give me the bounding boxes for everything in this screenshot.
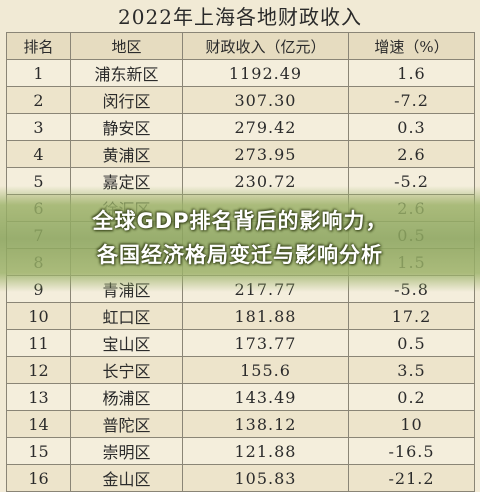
cell-district: 杨浦区 [70,383,183,411]
cell-rank: 13 [6,383,71,411]
headline-line-2: 各国经济格局变迁与影响分析 [97,243,383,267]
cell-rank: 3 [6,113,71,141]
cell-rank: 16 [6,464,71,492]
headline-line-1: 全球GDP排名背后的影响力， [92,209,388,233]
cell-growth: 3.5 [348,356,475,384]
cell-growth: -16.5 [348,437,475,465]
cell-district: 黄浦区 [70,140,183,168]
cell-growth: 0.2 [348,383,475,411]
cell-revenue: 181.88 [182,302,349,330]
cell-district: 宝山区 [70,329,183,357]
cell-growth: 17.2 [348,302,475,330]
cell-growth: 1.6 [348,59,475,87]
cell-district: 虹口区 [70,302,183,330]
document-title: 2022年上海各地财政收入 [118,5,362,29]
cell-district: 普陀区 [70,410,183,438]
cell-district: 浦东新区 [70,59,183,87]
cell-growth: 10 [348,410,475,438]
cell-district: 闵行区 [70,86,183,114]
cell-rank: 10 [6,302,71,330]
cell-district: 长宁区 [70,356,183,384]
table-row: 2 闵行区 307.30 -7.2 [6,86,475,114]
header-district: 地区 [70,32,183,60]
cell-district: 崇明区 [70,437,183,465]
cell-revenue: 173.77 [182,329,349,357]
table-row: 14 普陀区 138.12 10 [6,410,475,438]
header-revenue: 财政收入（亿元） [182,32,349,60]
cell-rank: 4 [6,140,71,168]
cell-rank: 14 [6,410,71,438]
cell-revenue: 279.42 [182,113,349,141]
cell-rank: 2 [6,86,71,114]
cell-rank: 12 [6,356,71,384]
cell-growth: 2.6 [348,140,475,168]
table-row: 1 浦东新区 1192.49 1.6 [6,59,475,87]
cell-growth: 0.5 [348,329,475,357]
table-row: 13 杨浦区 143.49 0.2 [6,383,475,411]
table-row: 16 金山区 105.83 -21.2 [6,464,475,492]
cell-revenue: 121.88 [182,437,349,465]
cell-district: 静安区 [70,113,183,141]
table-row: 10 虹口区 181.88 17.2 [6,302,475,330]
cell-revenue: 1192.49 [182,59,349,87]
table-row: 12 长宁区 155.6 3.5 [6,356,475,384]
cell-district: 金山区 [70,464,183,492]
cell-revenue: 273.95 [182,140,349,168]
cell-revenue: 155.6 [182,356,349,384]
cell-revenue: 105.83 [182,464,349,492]
cell-revenue: 143.49 [182,383,349,411]
table-row: 11 宝山区 173.77 0.5 [6,329,475,357]
cell-rank: 11 [6,329,71,357]
cell-revenue: 307.30 [182,86,349,114]
table-row: 4 黄浦区 273.95 2.6 [6,140,475,168]
table-header-row: 排名 地区 财政收入（亿元） 增速（%） [6,32,475,60]
cell-growth: -7.2 [348,86,475,114]
cell-growth: -21.2 [348,464,475,492]
cell-revenue: 138.12 [182,410,349,438]
table-row: 3 静安区 279.42 0.3 [6,113,475,141]
cell-growth: 0.3 [348,113,475,141]
header-growth: 增速（%） [348,32,475,60]
cell-rank: 15 [6,437,71,465]
headline-banner [0,186,480,292]
cell-rank: 1 [6,59,71,87]
header-rank: 排名 [6,32,71,60]
table-row: 15 崇明区 121.88 -16.5 [6,437,475,465]
